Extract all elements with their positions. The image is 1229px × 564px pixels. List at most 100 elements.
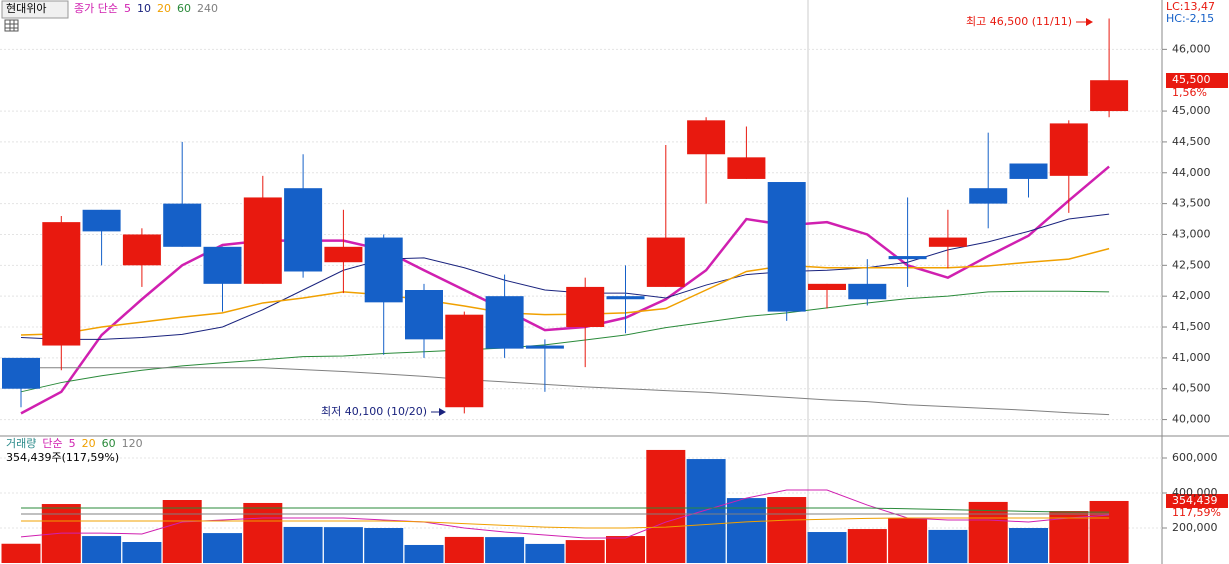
y-tick-label: 400,000: [1172, 486, 1218, 499]
candle-body: [324, 246, 363, 263]
volume-bar: [565, 540, 605, 563]
low-annotation: 최저 40,100 (10/20): [321, 405, 427, 418]
legend-label: 60: [102, 437, 116, 450]
candle-body: [82, 209, 121, 232]
volume-bar: [1, 543, 41, 563]
y-tick-label: 43,500: [1172, 197, 1211, 210]
legend-label: 거래량: [6, 437, 36, 450]
last-price-box: [1166, 73, 1228, 88]
low-arrow: [431, 408, 446, 416]
volume-bar: [82, 536, 122, 563]
candle-body: [42, 222, 81, 346]
stat-hc: HC:-2,15: [1166, 12, 1214, 25]
ma-line: [20, 213, 1110, 340]
legend-label: 10: [137, 2, 151, 15]
candle-body: [969, 188, 1008, 204]
y-tick-label: 41,500: [1172, 320, 1211, 333]
candle-body: [727, 157, 766, 179]
candle-body: [767, 182, 806, 312]
y-tick-label: 40,000: [1172, 413, 1211, 426]
y-tick-label: 42,500: [1172, 258, 1211, 271]
candle-body: [808, 283, 846, 290]
volume-bar: [1009, 528, 1048, 563]
volume-bar: [283, 526, 323, 563]
legend-label: 5: [69, 437, 76, 450]
volume-bar: [203, 533, 242, 563]
volume-bar: [364, 528, 404, 563]
stat-lc: LC:13,47: [1166, 0, 1215, 13]
volume-bar: [767, 497, 807, 563]
legend-label: 단순: [42, 437, 62, 450]
candle-body: [1090, 80, 1129, 112]
y-tick-label: 45,000: [1172, 104, 1211, 117]
volume-bar: [1089, 500, 1129, 563]
volume-bar: [485, 537, 525, 563]
last-price-label: 45,500: [1172, 73, 1211, 86]
y-tick-label: 42,000: [1172, 289, 1211, 302]
volume-info: 354,439주(117,59%): [6, 451, 119, 464]
candle-body: [243, 197, 282, 284]
volume-bar: [847, 529, 887, 563]
volume-bar: [323, 527, 363, 563]
high-arrow: [1076, 18, 1093, 26]
candle-body: [848, 283, 887, 300]
volume-bar: [404, 544, 444, 563]
candle-body: [485, 296, 524, 349]
volume-bar: [928, 529, 968, 563]
volume-bar: [646, 449, 686, 563]
legend-label: 5: [124, 2, 131, 15]
symbol-name: 현대위아: [6, 2, 46, 15]
ma-line: [21, 507, 1110, 513]
y-tick-label: 600,000: [1172, 451, 1218, 464]
volume-bar: [162, 500, 202, 563]
candle-body: [405, 290, 443, 340]
legend-label: 240: [197, 2, 218, 15]
volume-bar: [807, 532, 847, 563]
ratio-label: 117,59%: [1172, 506, 1221, 519]
candle-body: [284, 188, 323, 272]
ma-line: [21, 517, 1110, 529]
candle-body: [928, 237, 967, 247]
candle-body: [203, 246, 242, 284]
legend-label: 20: [82, 437, 96, 450]
legend-label: 종가 단순: [74, 2, 118, 15]
volume-bar: [1049, 511, 1089, 563]
volume-bar: [726, 498, 766, 563]
volume-bar: [525, 543, 565, 563]
y-tick-label: 40,500: [1172, 382, 1211, 395]
candle-body: [888, 256, 927, 260]
candle-body: [525, 345, 564, 349]
candle-body: [364, 237, 403, 303]
y-tick-label: 44,000: [1172, 166, 1211, 179]
symbol-box: [1, 0, 69, 19]
high-annotation: 최고 46,500 (11/11): [966, 15, 1072, 28]
ma-line: [21, 367, 1110, 416]
y-tick-label: 41,000: [1172, 351, 1211, 364]
last-volume-box: [1166, 494, 1228, 508]
volume-bar: [686, 459, 726, 563]
volume-bar: [243, 502, 283, 563]
legend-label: 120: [122, 437, 143, 450]
candle-body: [606, 296, 645, 300]
candle-body: [1009, 163, 1048, 179]
ma-line: [20, 247, 1110, 336]
y-tick-label: 46,000: [1172, 42, 1211, 55]
grid-icon: [4, 19, 19, 32]
last-volume-label: 354,439: [1172, 494, 1218, 507]
candle-body: [646, 237, 685, 287]
candle-body: [2, 357, 40, 389]
candle-body: [163, 203, 202, 247]
candle-body: [445, 314, 484, 408]
ma-line: [20, 165, 1110, 415]
legend-label: 20: [157, 2, 171, 15]
legend-label: 60: [177, 2, 191, 15]
candle-body: [1049, 123, 1088, 176]
volume-bar: [606, 536, 645, 563]
volume-bar: [122, 542, 162, 563]
ma-line: [20, 290, 1110, 393]
candle-body: [122, 234, 161, 266]
y-tick-label: 44,500: [1172, 135, 1211, 148]
